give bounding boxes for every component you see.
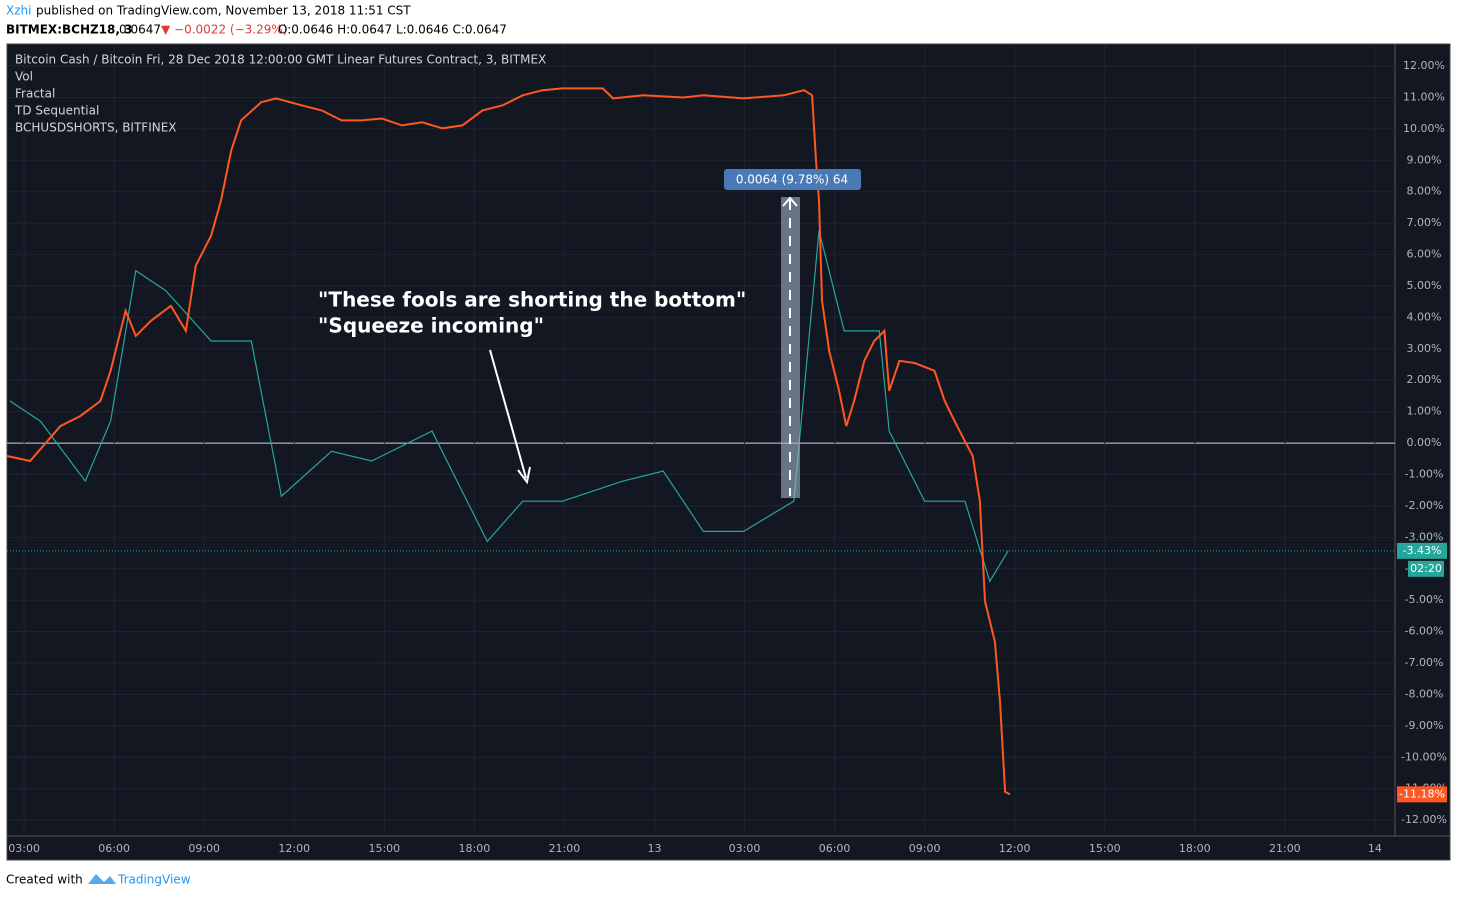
published: published on TradingView.com, November 1…	[36, 4, 411, 18]
symbol: BITMEX:BCHZ18, 3	[6, 23, 132, 37]
y-tick-label: 9.00%	[1407, 153, 1442, 166]
annotation-arrowhead	[517, 466, 531, 485]
x-tick-label: 09:00	[188, 842, 220, 855]
y-tick-label: 5.00%	[1407, 279, 1442, 292]
x-tick-label: 03:00	[729, 842, 761, 855]
y-tick-label: -8.00%	[1405, 687, 1444, 700]
footer-brand[interactable]: TradingView	[117, 873, 191, 887]
y-tick-label: -6.00%	[1405, 625, 1444, 638]
annotation-arrow	[489, 349, 527, 479]
chart-background	[6, 43, 1451, 861]
x-tick-label: 06:00	[98, 842, 130, 855]
footer-text: Created with	[6, 873, 83, 887]
measure-label: 0.0064 (9.78%) 64	[736, 173, 848, 187]
series-line	[9, 230, 1009, 583]
x-tick-label: 21:00	[549, 842, 581, 855]
tradingview-logo	[88, 874, 116, 884]
countdown-badge	[1408, 560, 1444, 577]
author[interactable]: Xzhi	[6, 4, 31, 18]
y-tick-label: 12.00%	[1403, 59, 1445, 72]
y-tick-label: 10.00%	[1403, 122, 1445, 135]
y-tick-label: -2.00%	[1405, 499, 1444, 512]
y-tick-label: -1.00%	[1405, 468, 1444, 481]
y-tick-label: -5.00%	[1405, 593, 1444, 606]
y-tick-label: -10.00%	[1401, 750, 1447, 763]
annotation: "These fools are shorting the bottom"	[318, 288, 746, 312]
y-tick-label: 4.00%	[1407, 310, 1442, 323]
ohlc: O:0.0646 H:0.0647 L:0.0646 C:0.0647	[278, 23, 507, 37]
x-tick-label: 12:00	[999, 842, 1031, 855]
legend-item[interactable]: Fractal	[15, 87, 55, 101]
y-tick-label: 2.00%	[1407, 373, 1442, 386]
annotation: "Squeeze incoming"	[318, 314, 544, 338]
y-tick-label: -7.00%	[1405, 656, 1444, 669]
grid	[7, 45, 1395, 836]
x-tick-label: 12:00	[278, 842, 310, 855]
x-tick-label: 03:00	[8, 842, 40, 855]
x-tick-label: 14	[1368, 842, 1382, 855]
legend-item[interactable]: TD Sequential	[14, 104, 99, 118]
y-tick-label: -3.00%	[1405, 530, 1444, 543]
y-tick-label: 7.00%	[1407, 216, 1442, 229]
y-tick-label: 3.00%	[1407, 342, 1442, 355]
legend-item[interactable]: BCHUSDSHORTS, BITFINEX	[15, 121, 177, 135]
measure-arrow	[782, 196, 798, 207]
series-line	[6, 87, 1011, 796]
x-tick-label: 18:00	[459, 842, 491, 855]
x-tick-label: 18:00	[1179, 842, 1211, 855]
x-tick-label: 15:00	[368, 842, 400, 855]
x-tick-label: 06:00	[819, 842, 851, 855]
legend-item[interactable]: Vol	[15, 70, 33, 84]
y-tick-label: 1.00%	[1407, 405, 1442, 418]
change: ▼ −0.0022 (−3.29%)	[161, 23, 287, 37]
plot	[6, 87, 1395, 796]
x-tick-label: 21:00	[1269, 842, 1301, 855]
x-tick-label: 15:00	[1089, 842, 1121, 855]
last-price-label: -3.43%	[1403, 544, 1442, 557]
y-tick-label: 0.00%	[1407, 436, 1442, 449]
axis-labels: 12.00% 11.00% 10.00% 9.00% 8.00% 7.00% 6.00% 5.…	[8, 59, 1447, 855]
price: 0.0647	[119, 23, 161, 37]
countdown: 02:20	[1410, 562, 1442, 575]
x-tick-label: 13	[647, 842, 661, 855]
y-tick-label: 8.00%	[1407, 185, 1442, 198]
y-tick-label: -9.00%	[1405, 719, 1444, 732]
y-tick-label: -12.00%	[1401, 813, 1447, 826]
y-tick-label: 6.00%	[1407, 248, 1442, 261]
last-price-badge	[1397, 786, 1447, 803]
legend-title[interactable]: Bitcoin Cash / Bitcoin Fri, 28 Dec 2018 …	[15, 53, 546, 67]
measure-badge	[724, 169, 861, 190]
last-price-badge	[1397, 542, 1447, 559]
x-tick-label: 09:00	[909, 842, 941, 855]
last-price-label: -11.18%	[1399, 787, 1445, 800]
y-tick-label: 11.00%	[1403, 90, 1445, 103]
